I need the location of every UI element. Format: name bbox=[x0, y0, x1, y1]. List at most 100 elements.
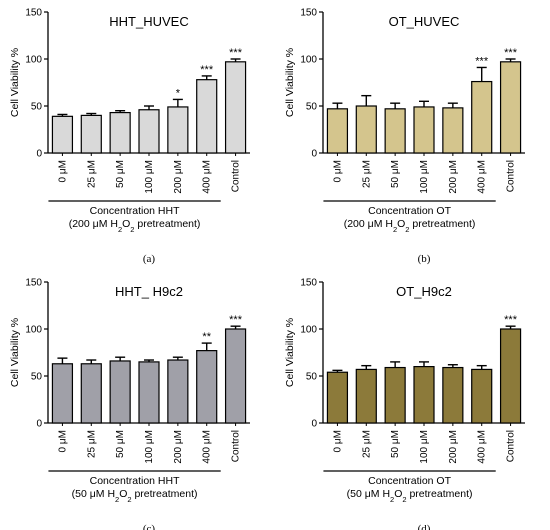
label-part: (200 μM H bbox=[344, 218, 393, 230]
chart-title: OT_HUVEC bbox=[389, 14, 460, 29]
panel-label: (c) bbox=[143, 523, 156, 530]
bar bbox=[51, 115, 74, 154]
bar bbox=[355, 105, 377, 154]
significance-label: *** bbox=[504, 47, 518, 59]
y-axis-label: Cell Viability % bbox=[284, 48, 296, 117]
y-axis-label: Cell Viability % bbox=[284, 318, 296, 387]
x-tick-label: 100 μM bbox=[419, 430, 430, 464]
subscript: 2 bbox=[118, 225, 122, 234]
x-tick-label: Control bbox=[231, 430, 242, 462]
x-axis-sublabel: (50 μM H2O2 pretreatment) bbox=[72, 488, 198, 504]
y-tick-label: 150 bbox=[25, 278, 42, 289]
panel-label: (d) bbox=[418, 523, 431, 530]
bar bbox=[224, 328, 247, 424]
x-tick-label: Control bbox=[506, 430, 517, 462]
panel-label: (b) bbox=[418, 253, 431, 265]
x-tick-label: 0 μM bbox=[57, 430, 68, 452]
y-tick-label: 50 bbox=[306, 372, 318, 383]
significance-label: * bbox=[176, 87, 181, 99]
significance-label: *** bbox=[200, 64, 214, 76]
x-tick-label: Control bbox=[506, 160, 517, 192]
x-axis-sublabel: (200 μM H2O2 pretreatment) bbox=[344, 218, 476, 234]
label-part: O bbox=[122, 218, 130, 230]
bar bbox=[326, 371, 349, 424]
bar bbox=[167, 359, 189, 424]
y-tick-label: 0 bbox=[36, 149, 42, 160]
y-tick-label: 150 bbox=[300, 8, 317, 19]
y-tick-label: 50 bbox=[306, 102, 318, 113]
bar bbox=[109, 111, 131, 154]
x-tick-label: Control bbox=[231, 160, 242, 192]
bar bbox=[224, 61, 247, 154]
x-tick-label: 200 μM bbox=[448, 160, 459, 194]
x-tick-label: 0 μM bbox=[57, 160, 68, 182]
y-tick-label: 50 bbox=[31, 102, 43, 113]
x-tick-label: 400 μM bbox=[202, 160, 213, 194]
significance-label: *** bbox=[229, 47, 243, 59]
bar bbox=[326, 108, 349, 154]
panel-label: (a) bbox=[143, 253, 156, 265]
bar bbox=[384, 366, 406, 424]
x-tick-label: 0 μM bbox=[332, 160, 343, 182]
bar bbox=[51, 363, 74, 424]
bar bbox=[80, 363, 102, 424]
subscript: 2 bbox=[130, 225, 134, 234]
bar bbox=[138, 361, 160, 424]
y-tick-label: 0 bbox=[36, 419, 42, 430]
x-tick-label: 400 μM bbox=[202, 430, 213, 464]
x-tick-label: 100 μM bbox=[144, 160, 155, 194]
subscript: 2 bbox=[115, 495, 119, 504]
x-tick-label: 50 μM bbox=[390, 430, 401, 458]
bar bbox=[384, 108, 406, 154]
subscript: 2 bbox=[393, 225, 397, 234]
x-tick-label: 100 μM bbox=[144, 430, 155, 464]
label-part: pretreatment) bbox=[409, 218, 475, 230]
label-part: pretreatment) bbox=[132, 488, 198, 500]
x-axis-label: Concentration HHT bbox=[90, 475, 180, 487]
label-part: pretreatment) bbox=[407, 488, 473, 500]
x-axis-label: Concentration OT bbox=[368, 475, 451, 487]
bar bbox=[167, 106, 189, 154]
bar bbox=[109, 360, 131, 424]
subscript: 2 bbox=[402, 495, 406, 504]
y-tick-label: 150 bbox=[300, 278, 317, 289]
x-tick-label: 100 μM bbox=[419, 160, 430, 194]
label-part: (200 μM H bbox=[69, 218, 118, 230]
chart-title: HHT_HUVEC bbox=[109, 14, 188, 29]
bar bbox=[138, 109, 160, 154]
bar bbox=[355, 368, 377, 424]
x-tick-label: 50 μM bbox=[115, 160, 126, 188]
x-tick-label: 25 μM bbox=[86, 430, 97, 458]
subscript: 2 bbox=[390, 495, 394, 504]
subscript: 2 bbox=[127, 495, 131, 504]
x-tick-label: 0 μM bbox=[332, 430, 343, 452]
bar bbox=[471, 368, 493, 424]
x-tick-label: 400 μM bbox=[477, 160, 488, 194]
subscript: 2 bbox=[405, 225, 409, 234]
x-axis-sublabel: (50 μM H2O2 pretreatment) bbox=[347, 488, 473, 504]
x-axis-label: Concentration HHT bbox=[90, 205, 180, 217]
bar bbox=[499, 328, 522, 424]
bar bbox=[442, 366, 464, 424]
y-tick-label: 0 bbox=[311, 149, 317, 160]
significance-label: *** bbox=[475, 55, 489, 67]
significance-label: *** bbox=[504, 314, 518, 326]
bar bbox=[413, 365, 435, 424]
y-tick-label: 100 bbox=[25, 55, 42, 66]
x-tick-label: 400 μM bbox=[477, 430, 488, 464]
x-tick-label: 25 μM bbox=[361, 430, 372, 458]
y-axis-label: Cell Viability % bbox=[9, 318, 21, 387]
label-part: O bbox=[397, 218, 405, 230]
x-tick-label: 25 μM bbox=[86, 160, 97, 188]
x-tick-label: 200 μM bbox=[448, 430, 459, 464]
bar bbox=[471, 80, 493, 154]
bar bbox=[442, 107, 464, 154]
y-tick-label: 50 bbox=[31, 372, 43, 383]
significance-label: *** bbox=[229, 314, 243, 326]
bar bbox=[413, 106, 435, 154]
significance-label: ** bbox=[202, 331, 211, 343]
chart-title: OT_H9c2 bbox=[396, 284, 452, 299]
